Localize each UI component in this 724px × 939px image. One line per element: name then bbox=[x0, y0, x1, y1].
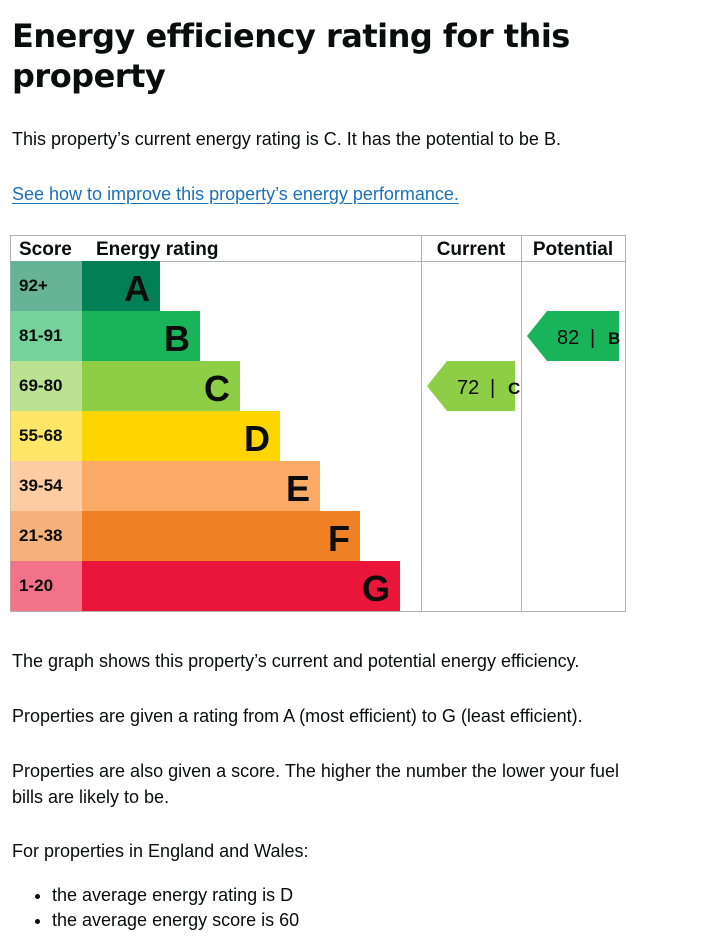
band-bar-a bbox=[82, 261, 160, 311]
potential-rating-separator: | bbox=[590, 327, 595, 349]
rating-explainer: Properties are given a rating from A (mo… bbox=[12, 706, 583, 726]
page-title: Energy efficiency rating for this proper… bbox=[12, 17, 570, 95]
score-cell-e bbox=[10, 461, 83, 511]
score-column-header: Score bbox=[19, 239, 72, 260]
score-cell-d bbox=[10, 411, 83, 461]
potential-rating-score: 82 bbox=[557, 327, 579, 349]
current-rating-score: 72 bbox=[457, 377, 479, 399]
band-bar-f bbox=[82, 511, 360, 561]
score-range-f: 21-38 bbox=[19, 526, 62, 545]
band-bar-b bbox=[82, 311, 200, 361]
band-letter-f: F bbox=[328, 518, 350, 559]
score-range-g: 1-20 bbox=[19, 576, 53, 595]
rating-column-header: Energy rating bbox=[96, 239, 218, 260]
score-range-e: 39-54 bbox=[19, 476, 63, 495]
band-letter-g: G bbox=[362, 568, 390, 609]
current-column-header: Current bbox=[437, 239, 506, 260]
band-bar-d bbox=[82, 411, 280, 461]
averages-list: the average energy rating is D the avera… bbox=[12, 883, 299, 933]
score-cell-c bbox=[10, 361, 83, 411]
potential-rating-arrow bbox=[527, 311, 619, 361]
average-rating-item: the average energy rating is D bbox=[52, 883, 299, 908]
potential-rating-letter: B bbox=[608, 329, 620, 348]
score-cell-a bbox=[10, 261, 83, 311]
current-rating-letter: C bbox=[508, 379, 520, 398]
band-letter-a: A bbox=[124, 268, 150, 309]
score-range-a: 92+ bbox=[19, 276, 48, 295]
band-letter-c: C bbox=[204, 368, 230, 409]
band-letter-b: B bbox=[164, 318, 190, 359]
improve-performance-link[interactable]: See how to improve this property’s energ… bbox=[12, 184, 459, 204]
score-range-c: 69-80 bbox=[19, 376, 62, 395]
band-bar-g bbox=[82, 561, 400, 611]
score-cell-g bbox=[10, 561, 83, 611]
score-explainer: Properties are also given a score. The h… bbox=[12, 761, 619, 807]
score-range-d: 55-68 bbox=[19, 426, 62, 445]
score-cell-b bbox=[10, 311, 83, 361]
band-letter-e: E bbox=[286, 468, 310, 509]
band-letter-d: D bbox=[244, 418, 270, 459]
potential-column-header: Potential bbox=[533, 239, 613, 260]
average-score-item: the average energy score is 60 bbox=[52, 908, 299, 933]
current-rating-separator: | bbox=[490, 377, 495, 399]
score-range-b: 81-91 bbox=[19, 326, 62, 345]
rating-summary: This property’s current energy rating is… bbox=[12, 129, 561, 149]
band-bar-c bbox=[82, 361, 240, 411]
graph-description: The graph shows this property’s current … bbox=[12, 651, 580, 671]
energy-rating-chart: Score Energy rating Current Potential 92+ A 81… bbox=[10, 235, 626, 612]
region-heading: For properties in England and Wales: bbox=[12, 841, 309, 861]
current-rating-arrow bbox=[427, 361, 515, 411]
band-bar-e bbox=[82, 461, 320, 511]
score-cell-f bbox=[10, 511, 83, 561]
